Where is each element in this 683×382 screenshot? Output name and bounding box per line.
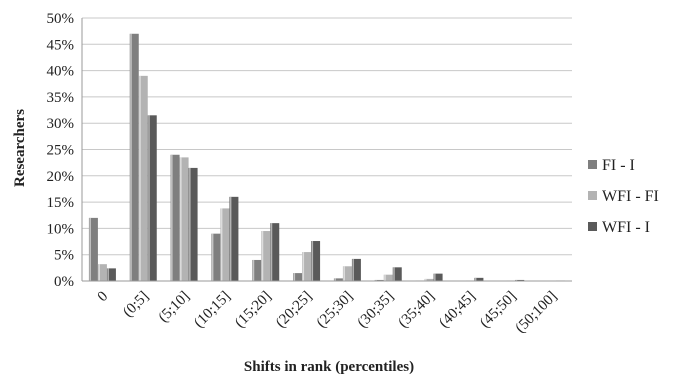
bar-3-5 (311, 241, 321, 281)
bar-highlight (352, 258, 354, 281)
bar-highlight (343, 266, 345, 281)
bar-3-10 (515, 279, 525, 281)
x-tick-label: (10;15] (191, 289, 234, 332)
y-tick-label: 50% (47, 11, 75, 27)
y-tick-label: 0% (54, 274, 74, 290)
x-tick-label: 0 (95, 289, 112, 306)
y-tick-label: 35% (47, 90, 75, 106)
bar-1-6 (333, 278, 343, 281)
legend-label: FI - I (602, 157, 635, 174)
bar-3-7 (392, 267, 402, 281)
bar-highlight (229, 196, 232, 281)
y-tick-label: 5% (54, 248, 74, 264)
bar-1-0 (88, 217, 98, 281)
legend-swatch (588, 222, 597, 231)
x-tick-label: (0;5] (120, 289, 152, 321)
bar-highlight (293, 273, 296, 281)
bar-highlight (211, 233, 214, 281)
legend-swatch (588, 160, 597, 169)
bar-highlight (98, 264, 100, 281)
axes: 0% 5% 10% 15% 20% 25% 30% 35% 40% 45% 50% 0 (0;5] (5;… (47, 11, 572, 337)
bar-2-3 (220, 208, 230, 281)
y-tick-label: 10% (47, 221, 75, 237)
bar-highlight (139, 75, 141, 281)
bar-3-9 (474, 277, 484, 281)
bar-highlight (425, 278, 427, 281)
bar-1-2 (170, 154, 180, 281)
y-tick-label: 40% (47, 64, 75, 80)
bar-highlight (515, 279, 518, 281)
x-axis-title: Shifts in rank (percentiles) (244, 359, 414, 375)
bar-highlight (107, 268, 109, 281)
bar-highlight (261, 231, 264, 281)
bars (88, 33, 566, 281)
bar-highlight (220, 208, 223, 281)
legend-label: WFI - FI (602, 188, 659, 205)
y-tick-label: 30% (47, 116, 75, 132)
bar-highlight (384, 274, 386, 281)
y-tick-label: 20% (47, 169, 75, 185)
legend: FI - I WFI - FI WFI - I (588, 157, 659, 236)
bar-3-8 (433, 273, 443, 281)
legend-label: WFI - I (602, 219, 650, 236)
bar-1-5 (293, 273, 303, 281)
bar-highlight (375, 279, 377, 281)
bar-3-0 (106, 268, 116, 281)
bar-1-7 (374, 279, 384, 281)
bar-2-5 (302, 252, 312, 281)
bar-highlight (252, 259, 255, 281)
bar-highlight (311, 241, 314, 281)
bar-highlight (393, 267, 395, 281)
bar-3-1 (147, 115, 157, 281)
bar-highlight (302, 252, 305, 281)
x-tick-label: (25;30] (314, 289, 357, 332)
y-axis-title: Researchers (12, 109, 28, 187)
bar-3-3 (229, 196, 239, 281)
bar-highlight (434, 273, 436, 281)
x-tick-label: (15;20] (232, 289, 275, 332)
bar-2-1 (138, 75, 148, 281)
legend-swatch (588, 191, 597, 200)
bar-1-1 (129, 33, 139, 281)
bar-highlight (180, 157, 182, 281)
bar-1-4 (252, 259, 262, 281)
gridlines (82, 17, 572, 282)
bar-highlight (474, 277, 477, 281)
bar-highlight (334, 278, 336, 281)
bar-highlight (130, 33, 132, 281)
x-tick-label: (50;100] (513, 289, 561, 337)
bar-3-4 (270, 223, 280, 281)
bar-2-0 (97, 264, 107, 281)
bar-highlight (270, 223, 273, 281)
bar-2-2 (179, 157, 189, 281)
x-tick-label: (30;35] (355, 289, 398, 332)
bar-highlight (148, 115, 150, 281)
bar-2-8 (424, 278, 434, 281)
y-tick-label: 25% (47, 143, 75, 159)
bar-2-7 (383, 274, 393, 281)
bar-highlight (89, 217, 91, 281)
x-tick-label: (20;25] (273, 289, 316, 332)
bar-3-6 (351, 258, 361, 281)
bar-highlight (171, 154, 173, 281)
bar-2-4 (261, 231, 271, 281)
y-tick-label: 15% (47, 195, 75, 211)
x-tick-label: (35;40] (395, 289, 438, 332)
x-tick-label: (5;10] (156, 289, 193, 326)
bar-highlight (189, 167, 191, 281)
x-tick-label: (40;45] (436, 289, 479, 332)
bar-2-6 (342, 266, 352, 281)
y-tick-label: 45% (47, 37, 75, 53)
bar-3-2 (188, 167, 198, 281)
bar-1-3 (211, 233, 221, 281)
